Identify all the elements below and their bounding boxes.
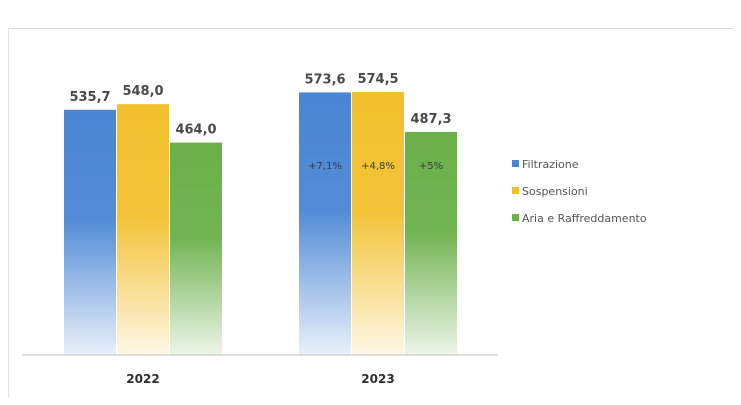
legend-swatch-sospensioni — [512, 187, 519, 194]
legend: Filtrazione Sospensioni Aria e Raffreddame… — [512, 158, 647, 225]
value-label-sospensioni-2022: 548,0 — [122, 84, 163, 99]
legend-swatch-filtrazione — [512, 160, 519, 167]
change-label-sospensioni-2023: +4,8% — [361, 161, 395, 172]
legend-label-aria-e-raffreddamento: Aria e Raffreddamento — [522, 212, 647, 225]
bar-aria-e-raffreddamento-2022 — [170, 142, 222, 355]
bar-filtrazione-2022 — [64, 109, 116, 355]
change-label-aria-e-raffreddamento-2023: +5% — [419, 161, 443, 172]
chart-frame — [8, 28, 734, 398]
category-label-2022: 2022 — [126, 372, 159, 386]
bar-sospensioni-2023 — [352, 92, 404, 355]
bars-layer — [64, 92, 457, 356]
category-labels: 2022 2023 — [126, 372, 394, 386]
category-label-2023: 2023 — [361, 372, 394, 386]
value-label-aria-e-raffreddamento-2023: 487,3 — [410, 112, 451, 127]
labels-layer: 535,7 548,0 464,0 573,6 +7,1% 574,5 +4,8% 487,3… — [69, 72, 451, 172]
legend-label-sospensioni: Sospensioni — [522, 185, 588, 198]
value-label-sospensioni-2023: 574,5 — [357, 72, 398, 87]
legend-label-filtrazione: Filtrazione — [522, 158, 579, 171]
bar-filtrazione-2023 — [299, 92, 351, 355]
legend-swatch-aria-e-raffreddamento — [512, 214, 519, 221]
bar-sospensioni-2022 — [117, 104, 169, 356]
value-label-filtrazione-2022: 535,7 — [69, 90, 110, 105]
change-label-filtrazione-2023: +7,1% — [308, 161, 342, 172]
bar-aria-e-raffreddamento-2023 — [405, 131, 457, 355]
value-label-filtrazione-2023: 573,6 — [304, 72, 345, 87]
value-label-aria-e-raffreddamento-2022: 464,0 — [175, 123, 216, 138]
